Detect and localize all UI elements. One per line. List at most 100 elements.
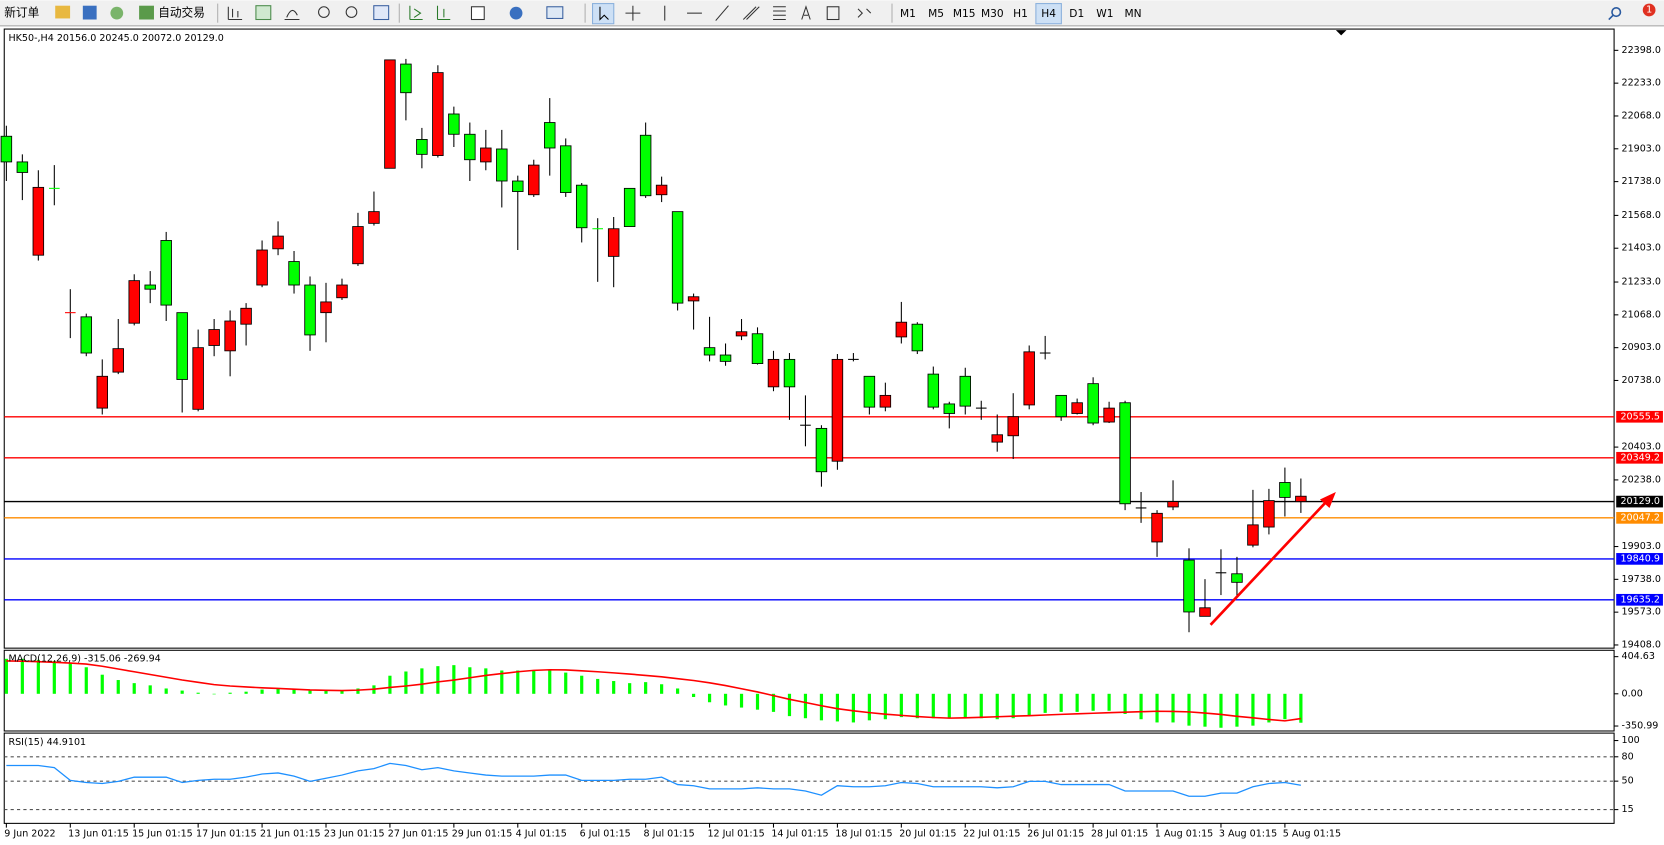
icon[interactable] <box>82 5 97 20</box>
arrows-tool[interactable] <box>857 8 872 18</box>
icon <box>599 6 609 21</box>
macd-bar <box>1155 693 1159 723</box>
candle-body <box>623 187 636 227</box>
y-tick-label: 20403.0 <box>1622 442 1661 453</box>
channel-tool[interactable] <box>742 6 760 20</box>
timeframe-button[interactable]: M30 <box>981 7 1004 20</box>
crosshair-tool[interactable] <box>625 5 641 21</box>
candle-body <box>975 407 987 409</box>
candle-body <box>1183 559 1195 613</box>
icon[interactable] <box>546 6 564 19</box>
y-tick-label: 22068.0 <box>1622 110 1661 121</box>
macd-bar <box>628 683 632 694</box>
icon[interactable] <box>139 5 154 20</box>
level-label-bg <box>1616 553 1663 565</box>
icon[interactable] <box>373 5 390 21</box>
candle-body <box>1231 573 1243 583</box>
macd-bar <box>436 666 440 694</box>
macd-bar <box>260 689 264 694</box>
macd-bar <box>1203 693 1207 727</box>
candle-body <box>80 316 93 354</box>
y-tick-label: 20238.0 <box>1622 474 1661 485</box>
icon[interactable] <box>409 5 423 21</box>
y-tick-label: 21903.0 <box>1622 143 1661 154</box>
zoom-out[interactable] <box>345 6 358 18</box>
timeframe-button[interactable]: M15 <box>953 7 976 20</box>
timeframe-button[interactable]: H4 <box>1041 7 1056 20</box>
macd-bar <box>212 693 216 695</box>
macd-bar <box>1027 693 1031 716</box>
macd-bar <box>883 693 887 720</box>
candle-body <box>783 358 796 388</box>
main-panel <box>3 28 1615 649</box>
candle-body <box>1119 402 1131 505</box>
x-tick-label: 27 Jun 01:15 <box>388 828 449 839</box>
candle-body <box>831 358 844 462</box>
new-order-button[interactable]: 新订单 <box>4 6 39 20</box>
label-tool[interactable] <box>826 6 840 21</box>
macd-bar <box>580 675 584 694</box>
candle-body <box>1151 512 1163 543</box>
candle-body <box>128 280 140 324</box>
macd-bar <box>1251 693 1255 726</box>
trendline-tool[interactable] <box>715 5 729 21</box>
icon[interactable] <box>227 6 243 21</box>
level-label-bg <box>1616 410 1663 423</box>
candle-body <box>112 348 124 373</box>
timeframe-button[interactable]: D1 <box>1069 7 1084 20</box>
icon[interactable] <box>436 5 451 21</box>
macd-bar <box>835 693 840 722</box>
macd-bar <box>979 693 983 719</box>
candle-body <box>575 184 588 229</box>
x-tick-label: 3 Aug 01:15 <box>1219 828 1277 839</box>
badge-count: 1 <box>1646 4 1652 15</box>
y-tick-label: 22398.0 <box>1622 45 1661 56</box>
icon[interactable] <box>55 5 71 19</box>
candle-body <box>655 184 668 196</box>
macd-title: MACD(12,26,9) -315.06 -269.94 <box>8 653 160 664</box>
icon[interactable] <box>509 6 523 20</box>
x-tick-label: 18 Jul 01:15 <box>835 828 892 839</box>
icon[interactable] <box>255 5 272 21</box>
candle-body <box>751 333 764 364</box>
auto-trading-button[interactable]: 自动交易 <box>158 6 205 20</box>
timeframe-button[interactable]: M5 <box>928 7 944 20</box>
candle-body <box>639 134 652 197</box>
timeframe-button[interactable]: H1 <box>1013 7 1028 20</box>
candle-body <box>1007 416 1019 437</box>
candle-body <box>927 373 940 408</box>
candle-body <box>208 329 220 346</box>
icon[interactable] <box>470 6 485 21</box>
candle-body <box>719 354 732 362</box>
candle-body <box>1135 507 1147 509</box>
y-tick-label: 21738.0 <box>1622 176 1661 187</box>
y-tick-label: 21233.0 <box>1622 277 1661 288</box>
search-icon[interactable] <box>1611 7 1622 18</box>
x-tick-label: 13 Jun 01:15 <box>68 828 129 839</box>
text-tool[interactable] <box>801 5 811 20</box>
timeframe-button[interactable]: MN <box>1125 7 1142 20</box>
notification-badge[interactable] <box>1642 3 1656 17</box>
fibo-tool[interactable] <box>773 6 786 21</box>
zoom-in[interactable] <box>318 6 330 18</box>
icon[interactable] <box>284 9 300 21</box>
candle-body <box>671 211 684 304</box>
macd-bar <box>180 690 184 694</box>
candle-body <box>879 394 892 408</box>
cursor-tool[interactable] <box>592 3 615 25</box>
icon[interactable] <box>110 6 124 20</box>
timeframe-button[interactable]: W1 <box>1096 7 1113 20</box>
macd-bar <box>1267 693 1271 723</box>
candle-body <box>687 296 700 302</box>
candle-body <box>1247 524 1259 546</box>
timeframe-button[interactable]: M1 <box>900 7 916 20</box>
candle-body <box>16 161 29 173</box>
macd-bar <box>196 692 200 694</box>
y-tick-label: 80 <box>1622 751 1634 762</box>
level-label-bg <box>1616 593 1663 606</box>
x-tick-label: 20 Jul 01:15 <box>899 828 956 839</box>
level-label: 19840.9 <box>1620 553 1659 564</box>
level-label: 20047.2 <box>1620 512 1659 523</box>
x-tick-label: 17 Jun 01:15 <box>196 828 257 839</box>
candle-body <box>1167 501 1179 508</box>
